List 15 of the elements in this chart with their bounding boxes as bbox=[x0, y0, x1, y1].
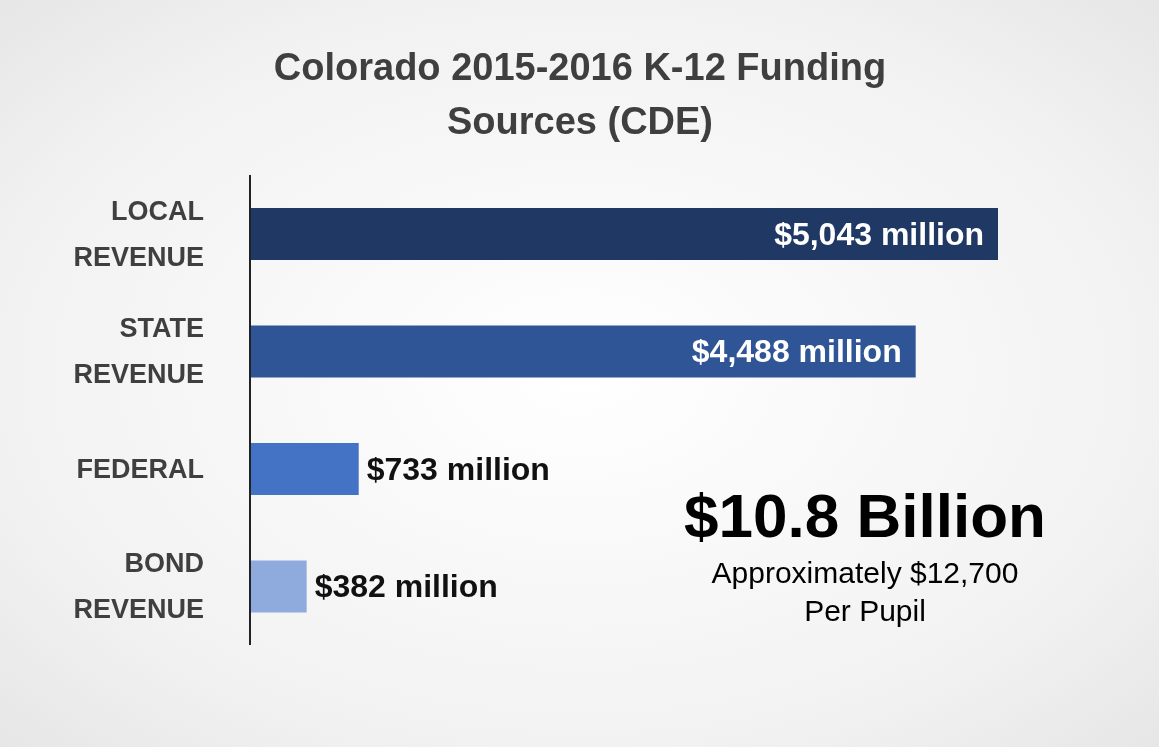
bar bbox=[250, 442, 359, 495]
y-tick-label: FEDERAL bbox=[76, 453, 204, 484]
data-label: $733 million bbox=[366, 450, 550, 487]
bar bbox=[250, 207, 998, 260]
y-tick-label: BOND REVENUE bbox=[73, 548, 204, 625]
y-tick-label: LOCAL REVENUE bbox=[73, 195, 204, 272]
annotation: Approximately $12,700 Per Pupil bbox=[710, 555, 1020, 629]
data-label: $382 million bbox=[314, 568, 498, 605]
bar bbox=[250, 560, 307, 613]
data-label: $5,043 million bbox=[774, 215, 984, 252]
y-tick-label: STATE REVENUE bbox=[73, 313, 204, 390]
bar bbox=[250, 325, 916, 378]
annotation: $10.8 Billion bbox=[683, 480, 1047, 552]
chart-title: Colorado 2015-2016 K-12 Funding Sources (CDE) bbox=[272, 45, 888, 144]
data-label: $4,488 million bbox=[691, 333, 902, 370]
